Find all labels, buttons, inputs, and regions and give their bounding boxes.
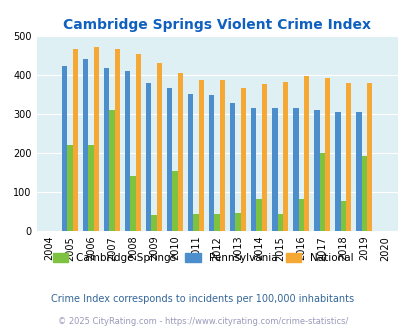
Bar bbox=[230, 103, 235, 231]
Bar bbox=[67, 145, 73, 231]
Bar bbox=[256, 199, 261, 231]
Bar bbox=[250, 108, 256, 231]
Bar bbox=[62, 65, 67, 231]
Bar bbox=[340, 201, 345, 231]
Bar bbox=[261, 84, 267, 231]
Bar bbox=[109, 110, 115, 231]
Bar bbox=[136, 54, 141, 231]
Bar bbox=[298, 199, 303, 231]
Text: © 2025 CityRating.com - https://www.cityrating.com/crime-statistics/: © 2025 CityRating.com - https://www.city… bbox=[58, 317, 347, 326]
Text: Crime Index corresponds to incidents per 100,000 inhabitants: Crime Index corresponds to incidents per… bbox=[51, 294, 354, 304]
Bar bbox=[188, 93, 193, 231]
Bar bbox=[282, 82, 288, 231]
Bar bbox=[193, 214, 198, 231]
Bar bbox=[104, 68, 109, 231]
Bar bbox=[303, 77, 309, 231]
Bar bbox=[209, 95, 214, 231]
Bar bbox=[324, 78, 330, 231]
Bar bbox=[94, 47, 99, 231]
Bar bbox=[172, 171, 177, 231]
Bar bbox=[292, 108, 298, 231]
Bar bbox=[166, 88, 172, 231]
Bar bbox=[345, 83, 351, 231]
Bar bbox=[277, 214, 282, 231]
Bar bbox=[146, 83, 151, 231]
Title: Cambridge Springs Violent Crime Index: Cambridge Springs Violent Crime Index bbox=[63, 18, 370, 32]
Bar bbox=[313, 110, 319, 231]
Bar bbox=[271, 108, 277, 231]
Bar bbox=[319, 153, 324, 231]
Bar bbox=[83, 59, 88, 231]
Bar bbox=[156, 63, 162, 231]
Bar bbox=[151, 214, 156, 231]
Bar bbox=[355, 112, 360, 231]
Bar bbox=[125, 71, 130, 231]
Bar bbox=[130, 177, 136, 231]
Bar bbox=[198, 80, 204, 231]
Bar bbox=[235, 213, 240, 231]
Bar bbox=[115, 49, 120, 231]
Bar bbox=[214, 214, 220, 231]
Bar bbox=[366, 83, 371, 231]
Bar bbox=[240, 88, 246, 231]
Bar bbox=[360, 156, 366, 231]
Bar bbox=[73, 49, 78, 231]
Bar bbox=[220, 80, 225, 231]
Bar bbox=[88, 145, 94, 231]
Bar bbox=[334, 112, 340, 231]
Bar bbox=[177, 73, 183, 231]
Legend: Cambridge Springs, Pennsylvania, National: Cambridge Springs, Pennsylvania, Nationa… bbox=[48, 248, 357, 267]
